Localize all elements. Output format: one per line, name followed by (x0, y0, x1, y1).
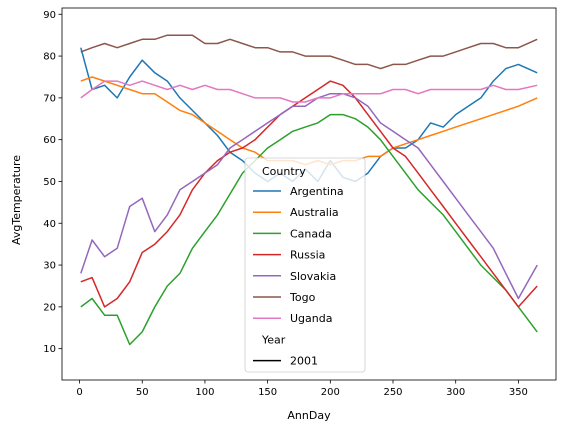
legend-label-slovakia: Slovakia (290, 270, 336, 283)
x-tick-label: 150 (258, 387, 277, 398)
x-tick-label: 250 (383, 387, 402, 398)
series-line-canada (80, 113, 538, 346)
y-tick-label: 40 (43, 219, 56, 230)
series-line-uganda (80, 80, 538, 103)
x-axis-label: AnnDay (287, 409, 331, 422)
x-tick-label: 300 (446, 387, 465, 398)
y-tick-label: 70 (43, 93, 56, 104)
y-tick-label: 20 (43, 302, 56, 313)
legend-title: Country (262, 165, 306, 178)
legend-label-argentina: Argentina (290, 185, 344, 198)
y-axis-label: AvgTemperature (10, 155, 23, 245)
y-tick-label: 80 (43, 52, 56, 63)
plot-frame (61, 7, 557, 381)
y-tick-label: 60 (43, 135, 56, 146)
x-tick-label: 0 (76, 387, 82, 398)
legend-label-togo: Togo (289, 291, 316, 304)
axes-layer: 0 50 100 150 200 250 300 350 10 20 30 40 50 60 70 80 90 (43, 7, 557, 398)
series-line-togo (80, 34, 538, 70)
y-tick-label: 10 (43, 344, 56, 355)
x-tick-label: 350 (509, 387, 528, 398)
x-tick-label: 100 (195, 387, 214, 398)
legend-label-russia: Russia (290, 249, 325, 262)
x-tick-label: 200 (321, 387, 340, 398)
y-tick-label: 30 (43, 261, 56, 272)
legend-label-canada: Canada (290, 227, 332, 240)
legend-label-australia: Australia (290, 206, 339, 219)
series-line-slovakia (80, 92, 538, 300)
y-tick-label: 50 (43, 177, 56, 188)
series-line-russia (80, 80, 538, 308)
legend-label-year: 2001 (290, 355, 318, 368)
legend-label-uganda: Uganda (290, 312, 332, 325)
series-layer (80, 34, 538, 346)
legend: Country Argentina Australia Canada Russia Slo… (244, 157, 366, 373)
x-tick-label: 50 (136, 387, 149, 398)
legend-style-title: Year (261, 333, 286, 346)
y-tick-label: 90 (43, 10, 56, 21)
